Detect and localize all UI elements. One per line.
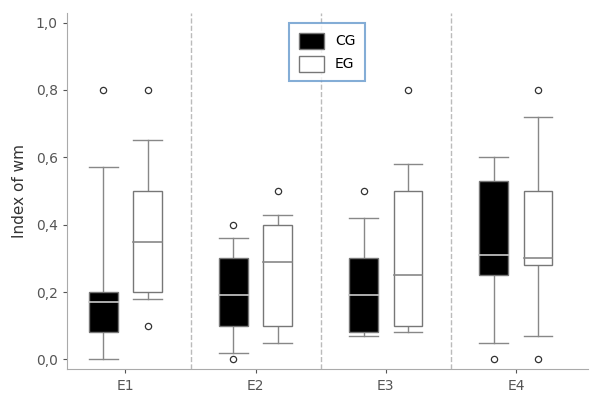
Bar [219,258,248,326]
Bar [394,191,422,326]
Legend: CG, EG: CG, EG [289,23,365,81]
Bar [349,258,378,333]
Bar [524,191,553,265]
Bar [133,191,162,292]
Bar [479,181,508,275]
Y-axis label: Index of wm: Index of wm [13,144,28,238]
Bar [89,292,118,333]
Bar [263,225,292,326]
